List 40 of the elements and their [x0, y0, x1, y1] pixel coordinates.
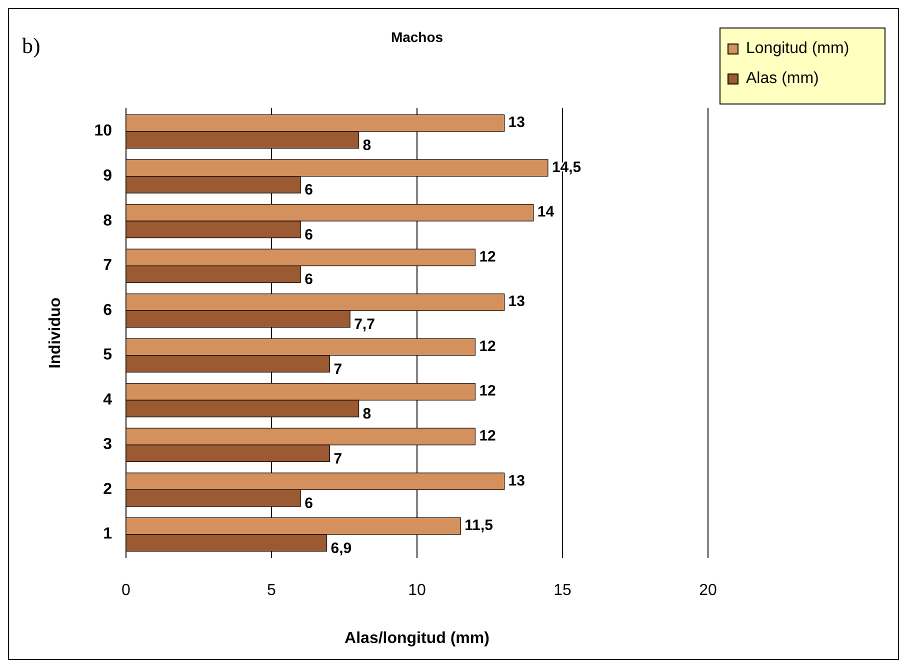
data-label: 6,9 — [330, 540, 352, 557]
data-label: 12 — [479, 428, 496, 445]
data-label: 7,7 — [354, 316, 375, 333]
data-label: 7 — [334, 360, 342, 378]
chart-title: Machos — [390, 29, 444, 45]
data-label: 11,5 — [464, 517, 494, 534]
data-label: 7 — [334, 450, 342, 468]
x-axis-title: Alas/longitud (mm) — [344, 630, 490, 647]
y-tick-label: 6 — [103, 302, 112, 319]
data-label: 8 — [362, 406, 372, 423]
x-tick-label: 0 — [122, 582, 131, 599]
legend-label: Longitud (mm) — [746, 40, 850, 58]
data-label: 6 — [304, 271, 313, 288]
data-label: 6 — [304, 226, 313, 244]
data-label: 14 — [537, 204, 555, 221]
y-tick-label: 1 — [103, 526, 112, 543]
data-label: 12 — [479, 382, 496, 400]
data-label: 12 — [479, 248, 496, 266]
data-label: 13 — [508, 472, 525, 490]
legend-label: Alas (mm) — [746, 70, 819, 88]
y-tick-label: 10 — [94, 122, 112, 140]
data-label: 8 — [362, 136, 372, 154]
x-tick-label: 10 — [408, 582, 426, 599]
x-tick-label: 5 — [267, 582, 276, 599]
x-tick-label: 20 — [699, 582, 717, 599]
y-tick-label: 4 — [103, 391, 112, 408]
y-tick-label: 9 — [103, 168, 112, 185]
data-label: 13 — [508, 293, 525, 310]
y-tick-label: 7 — [103, 257, 112, 274]
y-tick-label: 8 — [103, 212, 112, 230]
y-tick-label: 3 — [103, 436, 112, 454]
y-tick-label: 2 — [103, 480, 112, 498]
data-label: 6 — [304, 495, 313, 512]
data-label: 12 — [479, 338, 496, 355]
y-axis-title: Individuo — [47, 297, 64, 369]
y-tick-label: 5 — [103, 346, 112, 364]
data-label: 13 — [508, 114, 525, 132]
x-tick-label: 15 — [554, 582, 572, 599]
text: b) — [22, 33, 40, 58]
data-label: 6 — [304, 182, 313, 199]
